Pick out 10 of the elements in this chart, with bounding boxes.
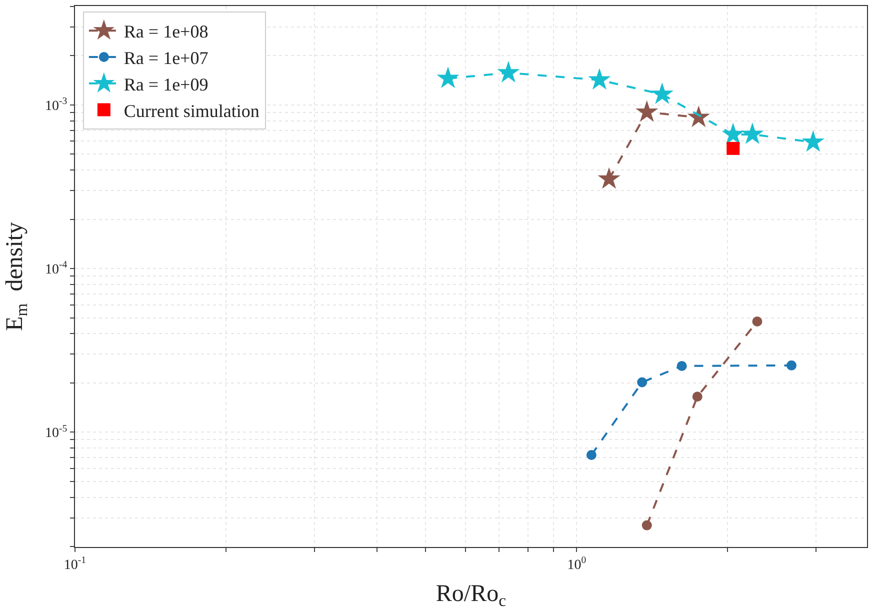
- y-tick-label: 10$^{-4}$: [45, 260, 68, 278]
- legend-label: Ra = 1e+08: [124, 22, 208, 42]
- y-tick-label: 10$^{-3}$: [45, 96, 68, 114]
- x-tick-label: 10$^{-1}$: [64, 554, 86, 573]
- y-tick-label: 10$^{-5}$: [45, 423, 68, 442]
- legend-label: Ra = 1e+09: [124, 74, 208, 94]
- x-axis-title: Ro/Ro$_{c}$: [436, 580, 506, 610]
- legend-label: Ra = 1e+07: [124, 48, 208, 68]
- legend-label: Current simulation: [124, 100, 260, 121]
- x-tick-label: 10$^{0}$: [567, 554, 586, 573]
